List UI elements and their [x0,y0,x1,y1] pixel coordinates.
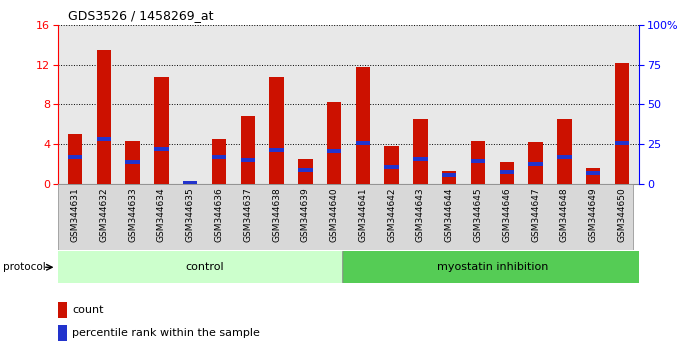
Text: GSM344638: GSM344638 [272,187,281,242]
Text: GSM344635: GSM344635 [186,187,194,242]
Bar [269,148,284,152]
Bar [68,134,82,184]
Bar [384,165,399,169]
Bar [500,162,514,184]
Bar [413,119,428,184]
Bar [298,159,313,184]
Text: GSM344634: GSM344634 [157,187,166,242]
Bar [615,63,629,184]
Text: GSM344643: GSM344643 [416,187,425,242]
Text: GSM344637: GSM344637 [243,187,252,242]
Text: GSM344640: GSM344640 [330,187,339,242]
Text: GSM344641: GSM344641 [358,187,367,242]
Text: GSM344633: GSM344633 [128,187,137,242]
Bar [241,116,255,184]
Bar [356,141,370,145]
Text: GSM344639: GSM344639 [301,187,310,242]
Bar [557,155,572,159]
Bar [269,76,284,184]
Text: percentile rank within the sample: percentile rank within the sample [72,328,260,338]
Bar [327,149,341,153]
Bar [154,147,169,151]
Bar [125,160,140,164]
Bar [154,76,169,184]
Text: GSM344631: GSM344631 [71,187,80,242]
Bar [500,170,514,174]
Bar [58,325,67,341]
Bar [183,181,197,184]
FancyBboxPatch shape [55,246,354,288]
Text: GDS3526 / 1458269_at: GDS3526 / 1458269_at [68,9,214,22]
Text: GSM344649: GSM344649 [589,187,598,242]
Bar [125,141,140,184]
Text: GSM344644: GSM344644 [445,187,454,242]
Bar [442,171,456,184]
Text: GSM344647: GSM344647 [531,187,540,242]
Bar [586,168,600,184]
Text: GSM344642: GSM344642 [387,187,396,242]
Bar [471,159,486,163]
FancyBboxPatch shape [343,246,642,288]
Bar [97,50,111,184]
Bar [528,142,543,184]
Bar [58,302,67,318]
Bar [356,67,370,184]
Text: GSM344632: GSM344632 [99,187,108,242]
Bar [298,168,313,172]
Bar [442,173,456,177]
Bar [68,155,82,159]
Text: count: count [72,305,103,315]
Text: GSM344650: GSM344650 [617,187,626,242]
Bar [183,181,197,184]
Bar [211,139,226,184]
Bar [471,141,486,184]
Text: protocol: protocol [3,262,46,272]
Text: GSM344646: GSM344646 [503,187,511,242]
Bar [413,157,428,161]
Text: GSM344648: GSM344648 [560,187,569,242]
Text: myostatin inhibition: myostatin inhibition [437,262,548,272]
Bar [615,141,629,145]
Text: GSM344645: GSM344645 [473,187,483,242]
Bar [384,146,399,184]
Bar [528,162,543,166]
Text: control: control [185,262,224,272]
Bar [97,137,111,141]
Bar [211,155,226,159]
Bar [241,158,255,162]
Bar [327,102,341,184]
Text: GSM344636: GSM344636 [214,187,224,242]
Bar [586,171,600,175]
Bar [557,119,572,184]
